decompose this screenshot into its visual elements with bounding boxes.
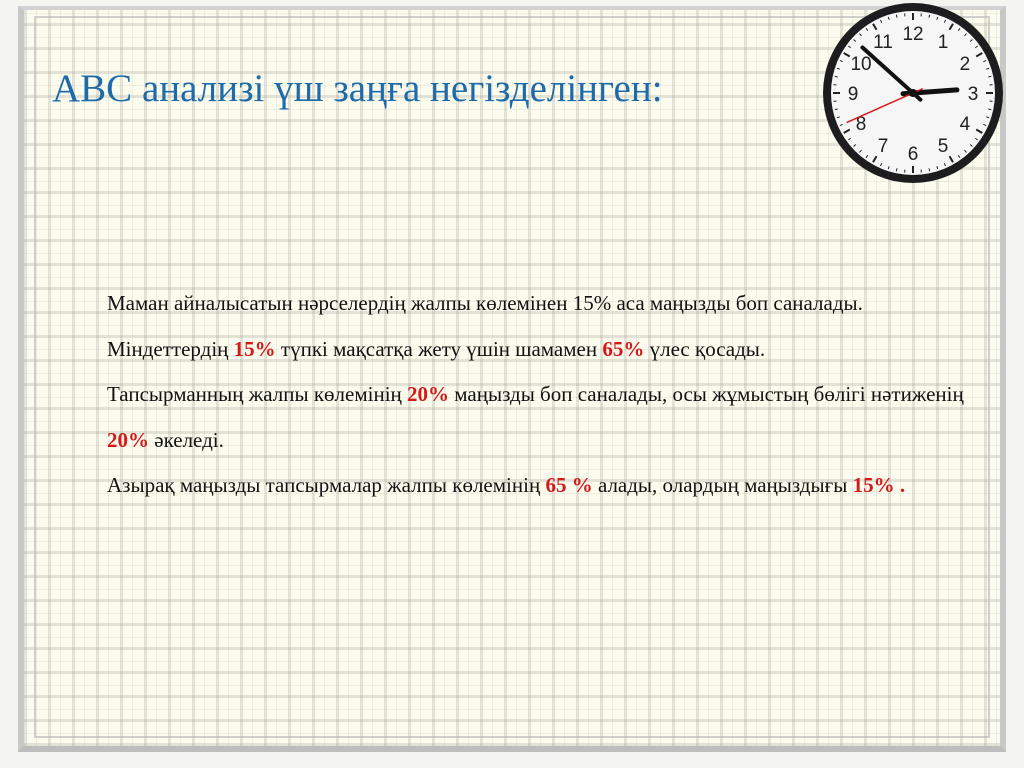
clock-tick bbox=[843, 128, 851, 134]
clock-tick bbox=[872, 23, 878, 31]
clock-tick bbox=[880, 163, 883, 167]
clock-tick bbox=[853, 39, 857, 42]
clock-tick bbox=[895, 168, 898, 172]
clock-tick bbox=[957, 27, 961, 31]
clock-tick bbox=[836, 116, 840, 119]
slide-frame bbox=[34, 16, 990, 738]
clock-tick bbox=[975, 128, 983, 134]
paragraph-text: Тапсырманның жалпы көлемінің bbox=[107, 382, 408, 406]
clock-tick bbox=[975, 45, 979, 49]
clock-number: 11 bbox=[873, 32, 893, 53]
highlighted-percent: 65 % bbox=[545, 473, 593, 497]
clock-tick bbox=[948, 23, 954, 31]
clock-tick bbox=[964, 33, 967, 37]
clock-number: 10 bbox=[850, 54, 871, 75]
clock-number: 6 bbox=[908, 144, 919, 165]
clock-tick bbox=[834, 75, 838, 78]
paragraph-1: Маман айналысатын нәрселердің жалпы көле… bbox=[107, 281, 987, 372]
clock-tick bbox=[872, 155, 878, 163]
clock-tick bbox=[986, 116, 990, 119]
paragraph-text: әкеледі. bbox=[149, 427, 224, 452]
paragraph-text: алады, олардың маңыздығы bbox=[592, 473, 853, 497]
clock-tick bbox=[859, 33, 862, 37]
clock-tick bbox=[847, 45, 851, 49]
highlighted-percent: 15% bbox=[233, 336, 276, 361]
clock-tick bbox=[895, 14, 898, 18]
paragraph-text: Маман айналысатын нәрселердің жалпы көле… bbox=[107, 291, 863, 361]
slide-title: ABC анализі үш заңға негізделінген: bbox=[52, 67, 663, 110]
clock-tick bbox=[969, 144, 973, 147]
clock-tick bbox=[928, 168, 931, 172]
highlighted-percent: 20% bbox=[407, 382, 450, 406]
paragraph-3: Азырақ маңызды тапсырмалар жалпы көлемін… bbox=[107, 463, 987, 509]
clock-number: 12 bbox=[902, 24, 923, 45]
clock-tick bbox=[887, 166, 890, 170]
clock-tick bbox=[936, 16, 939, 20]
paragraph-2: Тапсырманның жалпы көлемінің 20% маңызды… bbox=[107, 372, 987, 463]
clock-tick bbox=[975, 52, 983, 58]
clock-tick bbox=[969, 39, 973, 42]
clock-tick bbox=[847, 137, 851, 141]
clock-tick bbox=[839, 60, 843, 63]
slide-body: Маман айналысатын нәрселердің жалпы көле… bbox=[107, 281, 987, 509]
clock-tick bbox=[839, 123, 843, 126]
highlighted-percent: 15% . bbox=[852, 473, 906, 497]
clock-tick bbox=[836, 67, 840, 70]
clock-tick bbox=[986, 67, 990, 70]
clock-tick bbox=[853, 144, 857, 147]
clock-tick bbox=[936, 166, 939, 170]
clock-tick bbox=[943, 19, 946, 23]
clock-tick bbox=[880, 19, 883, 23]
clock-number: 5 bbox=[938, 136, 949, 157]
clock-tick bbox=[988, 75, 992, 78]
clock-tick bbox=[834, 108, 838, 111]
clock-tick bbox=[983, 60, 987, 63]
clock-tick bbox=[983, 123, 987, 126]
clock-tick bbox=[943, 163, 946, 167]
paragraph-text: түпкі мақсатқа жету үшін шамамен bbox=[275, 336, 603, 361]
clock-number: 9 bbox=[848, 84, 859, 105]
paragraph-text: Азырақ маңызды тапсырмалар жалпы көлемін… bbox=[107, 473, 546, 497]
highlighted-percent: 20% bbox=[107, 427, 149, 452]
clock-tick bbox=[928, 14, 931, 18]
clock-number: 1 bbox=[938, 32, 949, 53]
clock-tick bbox=[887, 16, 890, 20]
clock-tick bbox=[948, 155, 954, 163]
clock-tick bbox=[843, 52, 851, 58]
clock-tick bbox=[865, 27, 869, 31]
clock-center bbox=[909, 89, 917, 97]
clock-number: 7 bbox=[878, 136, 889, 157]
paragraph-text: үлес қосады. bbox=[644, 336, 766, 361]
highlighted-percent: 65% bbox=[602, 336, 645, 361]
clock-number: 2 bbox=[960, 54, 971, 75]
clock-tick bbox=[859, 149, 862, 153]
clock-number: 8 bbox=[856, 114, 867, 135]
clock-number: 3 bbox=[968, 84, 979, 105]
clock-tick bbox=[957, 155, 961, 159]
paragraph-text: маңызды боп саналады, осы жұмыстың бөліг… bbox=[449, 382, 964, 406]
clock-tick bbox=[975, 137, 979, 141]
clock-number: 4 bbox=[960, 114, 971, 135]
clock-tick bbox=[988, 108, 992, 111]
clock-tick bbox=[964, 149, 967, 153]
clock-tick bbox=[865, 155, 869, 159]
